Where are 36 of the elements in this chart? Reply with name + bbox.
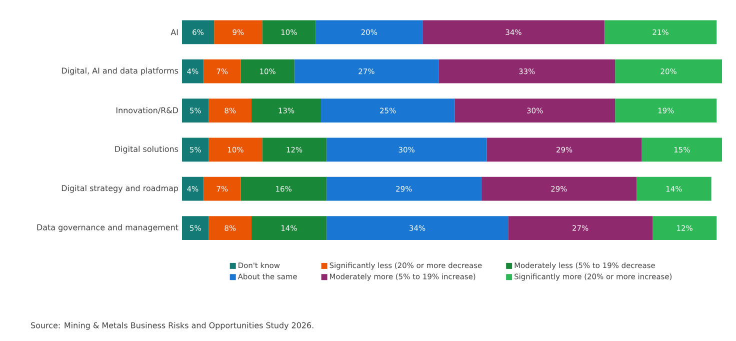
- bar: [326, 216, 508, 240]
- bar: [615, 59, 722, 84]
- bar: [326, 138, 487, 162]
- bar: [182, 176, 204, 201]
- bar: [240, 176, 326, 201]
- bar: [321, 98, 455, 122]
- bar: [438, 59, 616, 84]
- bar: [214, 20, 262, 44]
- bar: [240, 59, 294, 84]
- bar: [652, 216, 717, 240]
- bar: [208, 216, 252, 240]
- bar: [252, 216, 326, 240]
- bar: [182, 20, 214, 44]
- bar: [182, 216, 209, 240]
- bar: [182, 98, 209, 122]
- bar: [481, 176, 636, 201]
- bar: [252, 98, 322, 122]
- bar: [326, 176, 482, 201]
- bar: [208, 138, 262, 162]
- bar: [316, 20, 423, 44]
- bar: [454, 98, 616, 122]
- bar: [636, 176, 712, 201]
- bar: [203, 59, 241, 84]
- bar: [294, 59, 439, 84]
- bar: [642, 138, 722, 162]
- bar: [486, 138, 642, 162]
- bar: [604, 20, 717, 44]
- bar: [262, 138, 326, 162]
- bar: [422, 20, 604, 44]
- bar: [182, 59, 204, 84]
- bar: [615, 98, 717, 122]
- bar: [508, 216, 652, 240]
- bar: [208, 98, 252, 122]
- bar: [262, 20, 316, 44]
- bar: [182, 138, 209, 162]
- bar: [203, 176, 241, 201]
